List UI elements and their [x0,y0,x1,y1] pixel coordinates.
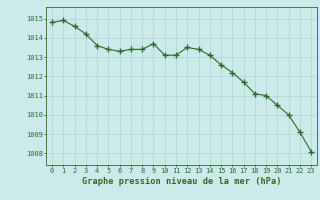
X-axis label: Graphe pression niveau de la mer (hPa): Graphe pression niveau de la mer (hPa) [82,177,281,186]
